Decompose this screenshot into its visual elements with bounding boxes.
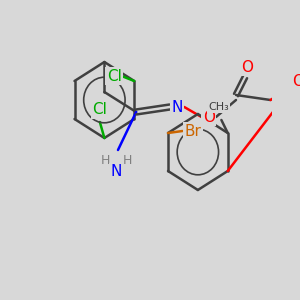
Text: N: N [171, 100, 183, 115]
Text: H: H [122, 154, 132, 166]
Text: H: H [100, 154, 110, 166]
Text: CH₃: CH₃ [208, 102, 229, 112]
Text: O: O [292, 74, 300, 89]
Text: Cl: Cl [107, 68, 122, 83]
Text: Cl: Cl [92, 103, 107, 118]
Text: N: N [110, 164, 122, 179]
Text: O: O [241, 59, 253, 74]
Text: Br: Br [185, 124, 202, 139]
Text: N: N [110, 164, 122, 179]
Text: O: O [203, 110, 215, 124]
